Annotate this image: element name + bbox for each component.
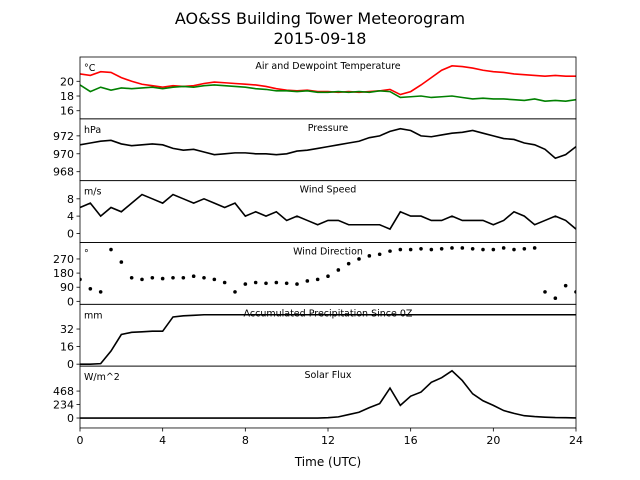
point [543, 290, 547, 294]
point [191, 274, 196, 279]
point [119, 260, 124, 264]
point [522, 246, 527, 251]
panel-title: Solar Flux [305, 370, 352, 381]
point [470, 246, 475, 251]
point [450, 246, 454, 250]
y-tick-label: 16 [60, 105, 74, 118]
unit-label: mm [84, 310, 103, 321]
x-tick-label: 0 [77, 434, 84, 447]
x-tick-label: 16 [404, 434, 418, 447]
y-tick-label: 180 [53, 267, 74, 280]
point [574, 290, 576, 294]
point [98, 290, 103, 294]
panel-title: Air and Dewpoint Temperature [255, 61, 400, 72]
y-tick-label: 0 [67, 295, 74, 308]
point [367, 254, 372, 258]
y-tick-label: 18 [60, 90, 74, 103]
y-tick-label: 8 [67, 193, 74, 206]
series-line [80, 313, 576, 365]
x-tick-label: 8 [242, 434, 249, 447]
unit-label: °C [84, 63, 96, 74]
point [512, 247, 516, 252]
y-tick-label: 0 [67, 412, 74, 425]
point [398, 247, 403, 252]
point [80, 277, 82, 282]
point [491, 247, 496, 252]
figure-subtitle: 2015-09-18 [274, 29, 367, 48]
point [171, 275, 175, 280]
series-line [80, 193, 576, 231]
point [129, 275, 134, 280]
unit-label: m/s [84, 187, 101, 198]
point [501, 246, 506, 250]
point [202, 275, 206, 280]
figure-title: AO&SS Building Tower Meteorogram [175, 9, 465, 28]
x-tick-label: 12 [321, 434, 335, 447]
panel-title: Wind Speed [300, 185, 357, 196]
series-line [80, 127, 576, 160]
y-tick-label: 234 [53, 399, 74, 412]
point [295, 282, 299, 286]
point [532, 246, 537, 250]
point [377, 252, 382, 257]
point [439, 246, 444, 251]
y-tick-label: 16 [60, 341, 74, 354]
y-tick-label: 270 [53, 253, 74, 266]
y-tick-label: 970 [53, 148, 74, 161]
point [346, 261, 351, 266]
point [109, 247, 113, 252]
y-tick-label: 20 [60, 75, 74, 88]
x-tick-label: 24 [569, 434, 583, 447]
point [264, 281, 268, 286]
y-tick-label: 90 [60, 281, 74, 294]
x-tick-label: 4 [159, 434, 166, 447]
x-axis-label: Time (UTC) [294, 455, 361, 469]
point [388, 249, 392, 253]
y-tick-label: 0 [67, 227, 74, 240]
unit-label: W/m^2 [84, 372, 120, 383]
point [243, 282, 248, 286]
point [140, 277, 144, 282]
panel-title: Pressure [308, 123, 349, 134]
x-tick-label: 20 [486, 434, 500, 447]
unit-label: ° [84, 248, 89, 259]
unit-label: hPa [84, 125, 101, 136]
point [284, 281, 289, 286]
point [460, 246, 465, 250]
panel-frame [79, 365, 577, 429]
point [160, 276, 165, 281]
y-tick-label: 32 [60, 323, 74, 336]
point [481, 247, 485, 252]
y-tick-label: 968 [53, 166, 74, 179]
point [408, 247, 413, 252]
point [553, 296, 558, 300]
panel-title: Wind Direction [293, 246, 363, 257]
point [315, 277, 320, 282]
panel-title: Accumulated Precipitation Since 0Z [244, 308, 413, 319]
point [305, 279, 310, 283]
point [563, 283, 568, 288]
y-tick-label: 972 [53, 130, 74, 143]
point [253, 280, 258, 285]
point [274, 280, 279, 285]
y-tick-label: 0 [67, 358, 74, 371]
point [222, 280, 227, 285]
point [212, 277, 217, 282]
point [429, 247, 434, 252]
point [88, 286, 93, 291]
series-line [80, 369, 576, 419]
point [419, 246, 423, 251]
point [326, 274, 330, 279]
point [233, 290, 237, 294]
y-tick-label: 4 [67, 210, 74, 223]
series-line [80, 84, 576, 102]
point [150, 275, 155, 280]
point [181, 275, 186, 280]
point [357, 257, 361, 261]
y-tick-label: 468 [53, 385, 74, 398]
point [336, 268, 341, 272]
